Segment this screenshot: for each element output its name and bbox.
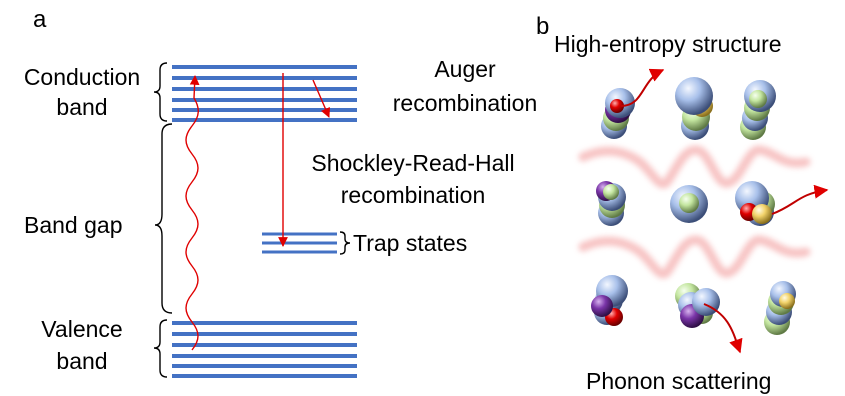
atom-column-1-2 xyxy=(675,77,713,140)
valence-band xyxy=(172,321,357,378)
srh-label-line1: Shockley-Read-Hall xyxy=(311,150,515,176)
excitation-arrow xyxy=(185,75,200,351)
auger-label-line1: Auger xyxy=(434,56,496,82)
atom-column-3-2 xyxy=(675,283,720,328)
conduction-band-label-line2: band xyxy=(56,94,108,120)
phonon-wave-top xyxy=(578,145,811,189)
scatter-arrow-1 xyxy=(620,68,665,107)
scatter-arrow-2 xyxy=(771,184,829,215)
valence-band-label-line1: Valence xyxy=(41,316,123,342)
atom-column-2-2 xyxy=(670,185,708,223)
atom-column-3-3 xyxy=(764,281,796,335)
atom-column-1-3 xyxy=(740,80,776,140)
auger-arrow xyxy=(312,79,330,118)
conduction-band-bracket-icon xyxy=(153,62,168,122)
trap-states xyxy=(262,232,337,254)
atom-column-3-1 xyxy=(591,275,628,326)
auger-label-line2: recombination xyxy=(392,90,538,116)
panel-b-footer: Phonon scattering xyxy=(586,368,772,394)
srh-label-line2: recombination xyxy=(340,182,486,208)
atom-column-2-1 xyxy=(596,181,626,226)
band-gap-label: Band gap xyxy=(24,212,123,238)
panel-label-b: b xyxy=(536,13,550,40)
panel-b-title: High-entropy structure xyxy=(554,31,782,57)
valence-band-bracket-icon xyxy=(153,319,168,378)
scatter-arrow-3 xyxy=(703,303,743,354)
trap-states-bracket-icon xyxy=(339,231,351,255)
atom-column-1-1 xyxy=(601,88,635,139)
atom-column-2-3 xyxy=(735,181,775,226)
conduction-band xyxy=(172,65,357,122)
band-gap-bracket-icon xyxy=(154,123,173,314)
conduction-band-label-line1: Conduction xyxy=(23,64,141,90)
valence-band-label-line2: band xyxy=(56,348,108,374)
panel-label-a: a xyxy=(33,6,47,33)
phonon-wave-bottom xyxy=(578,235,811,279)
trap-states-label: Trap states xyxy=(353,230,468,256)
